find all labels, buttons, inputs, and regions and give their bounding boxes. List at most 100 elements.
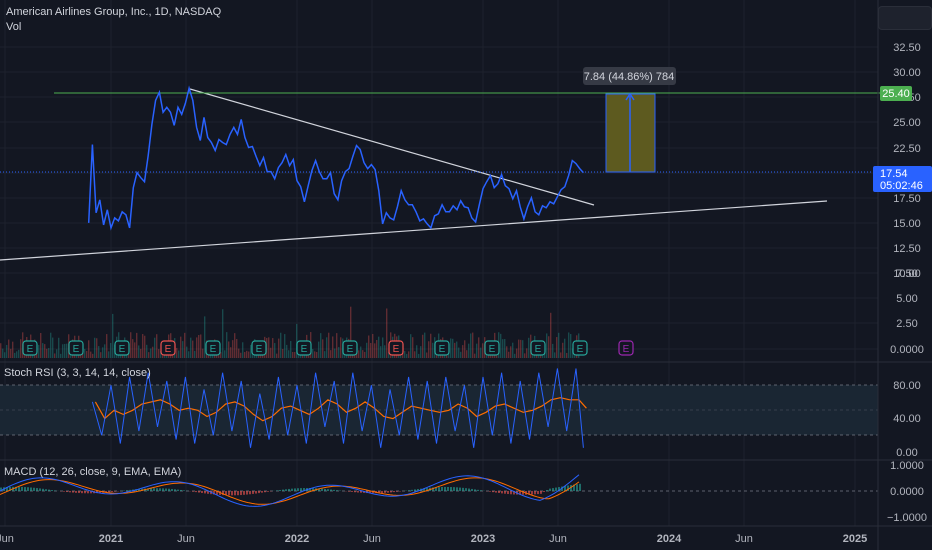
macd-histogram-bar	[435, 487, 437, 491]
macd-histogram-bar	[282, 489, 284, 491]
macd-histogram-bar	[237, 491, 239, 496]
volume-bar	[542, 353, 544, 358]
price-axis[interactable]: 32.5030.0027.5025.0022.5020.0017.5015.00…	[887, 0, 927, 524]
earnings-marker-label: E	[256, 344, 263, 355]
current-price-text: 17.54	[880, 168, 908, 180]
volume-bar	[98, 346, 100, 358]
volume-bar	[362, 350, 364, 358]
volume-bar	[402, 351, 404, 358]
macd-histogram-bar	[309, 488, 311, 491]
volume-bar	[188, 351, 190, 358]
macd-histogram-bar	[477, 489, 479, 491]
volume-bar	[508, 351, 510, 358]
macd-histogram-bar	[147, 488, 149, 491]
volume-label[interactable]: Vol	[6, 21, 22, 33]
macd-histogram-bar	[324, 488, 326, 491]
target-price-badge	[880, 86, 912, 101]
volume-bar	[184, 332, 186, 358]
volume-bar	[330, 350, 332, 358]
macd-histogram-bar	[384, 491, 386, 493]
volume-bar	[274, 343, 276, 358]
price-tick-label: 12.50	[893, 243, 921, 255]
volume-bar	[522, 340, 524, 358]
symbol-title[interactable]: American Airlines Group, Inc., 1D, NASDA…	[6, 6, 222, 18]
volume-bar	[42, 343, 44, 358]
macd-histogram-bar	[249, 491, 251, 495]
price-tick-label: 10.00	[893, 0, 921, 3]
volume-bar	[524, 353, 526, 358]
macd-histogram-bar	[543, 491, 545, 492]
volume-bar	[560, 352, 562, 358]
descending-trendline[interactable]	[189, 88, 595, 206]
volume-bar	[328, 332, 330, 358]
volume-bar	[460, 351, 462, 358]
volume-bar	[336, 333, 338, 358]
volume-bar	[340, 337, 342, 358]
volume-bar	[468, 343, 470, 358]
macd-histogram-bar	[264, 491, 266, 493]
volume-bar	[106, 334, 108, 358]
macd-histogram-bar	[489, 491, 491, 492]
volume-bar	[478, 337, 480, 358]
volume-bar	[58, 337, 60, 358]
volume-bar	[314, 351, 316, 358]
volume-bar	[228, 341, 230, 358]
earnings-marker	[205, 340, 221, 356]
earnings-marker-label: E	[623, 344, 630, 355]
volume-bar	[456, 341, 458, 358]
macd-histogram-bar	[576, 484, 578, 491]
volume-bar	[368, 335, 370, 358]
macd-histogram-bar	[177, 489, 179, 491]
macd-histogram-bar	[348, 491, 350, 492]
volume-bar	[276, 353, 278, 358]
macd-histogram-bar	[390, 491, 392, 493]
macd-histogram-bar	[168, 488, 170, 491]
macd-histogram-bar	[414, 489, 416, 491]
volume-bar	[388, 351, 390, 358]
volume-bar	[142, 334, 144, 358]
volume-bar	[548, 336, 550, 358]
volume-bar	[40, 332, 42, 358]
time-axis[interactable]: Jun 2021 Jun 2022 Jun 2023 Jun 2024 Jun 2025	[0, 533, 867, 545]
volume-bar	[504, 339, 506, 358]
macd-label[interactable]: MACD (12, 26, close, 9, EMA, EMA)	[4, 466, 182, 478]
ascending-trendline[interactable]	[0, 200, 828, 261]
macd-histogram-bar	[531, 491, 533, 495]
target-price-badge-text: 25.40	[882, 88, 910, 100]
macd-histogram-bar	[45, 489, 47, 491]
volume-bar	[500, 333, 502, 358]
price-tick-label: 30.00	[893, 67, 921, 79]
volume-bar	[450, 338, 452, 358]
stoch-rsi-label[interactable]: Stoch RSI (3, 3, 14, 14, close)	[4, 367, 151, 379]
volume-bar	[202, 348, 204, 358]
volume-bar	[146, 344, 148, 358]
volume-bar	[510, 346, 512, 358]
earnings-marker-label: E	[577, 344, 584, 355]
macd-histogram-bar	[261, 491, 263, 493]
earnings-marker	[68, 340, 84, 356]
volume-bar	[96, 338, 98, 358]
volume-bar	[270, 347, 272, 358]
volume-bar	[158, 349, 160, 358]
time-tick-label: 2025	[843, 533, 867, 545]
macd-histogram-bar	[6, 487, 8, 491]
volume-bar	[562, 342, 564, 358]
volume-bar	[162, 353, 164, 358]
macd-histogram-bar	[423, 488, 425, 491]
macd-histogram-bar	[357, 491, 359, 493]
volume-bar	[196, 337, 198, 358]
macd-histogram-bar	[129, 489, 131, 491]
volume-bar	[66, 343, 68, 358]
macd-histogram-bar	[465, 488, 467, 491]
volume-bar	[358, 350, 360, 358]
macd-histogram-bar	[522, 491, 524, 495]
volume-bar	[84, 348, 86, 358]
macd-histogram-bar	[579, 483, 581, 491]
volume-bar	[90, 351, 92, 358]
macd-histogram-bar	[21, 486, 23, 491]
macd-histogram-bar	[213, 491, 215, 495]
macd-histogram-bar	[180, 489, 182, 491]
scale-toggle-button[interactable]	[878, 6, 932, 30]
